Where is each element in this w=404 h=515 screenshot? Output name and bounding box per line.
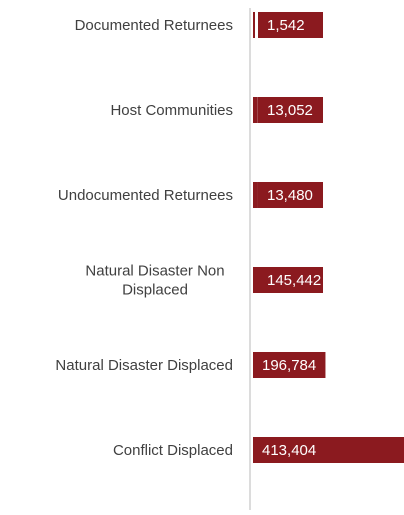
- category-label-2: Undocumented Returnees: [58, 187, 233, 204]
- bar-0: [253, 12, 255, 38]
- category-label-4: Natural Disaster Displaced: [55, 357, 233, 374]
- value-label-box-1: [258, 97, 323, 123]
- value-label-box-5: [253, 437, 404, 463]
- value-label-box-0: [258, 12, 323, 38]
- value-label-3: 145,442: [267, 272, 321, 289]
- category-label-0: Documented Returnees: [75, 17, 233, 34]
- value-label-2: 13,480: [267, 187, 313, 204]
- value-label-box-4: [253, 352, 326, 378]
- value-label-1: 13,052: [267, 102, 313, 119]
- category-labels: Documented Returnees Host Communities Undo…: [55, 17, 233, 459]
- value-label-5: 413,404: [262, 442, 316, 459]
- bar-group: [253, 12, 404, 463]
- value-label-4: 196,784: [262, 357, 316, 374]
- bar-1: [253, 97, 258, 123]
- category-label-5: Conflict Displaced: [113, 442, 233, 459]
- value-label-box-3: [258, 267, 323, 293]
- value-labels: 1,542 13,052 13,480 145,442 196,784 413,404: [253, 12, 404, 463]
- value-label-0: 1,542: [267, 17, 305, 34]
- bar-2: [253, 182, 258, 208]
- value-label-box-2: [258, 182, 323, 208]
- category-label-1: Host Communities: [110, 102, 233, 119]
- category-label-3: Natural Disaster Non Displaced: [85, 263, 224, 299]
